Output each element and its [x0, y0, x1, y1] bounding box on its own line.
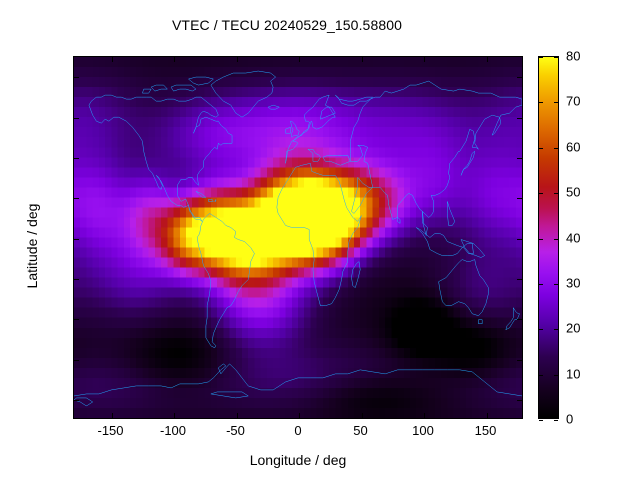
y-tick-right — [517, 319, 522, 321]
y-tick-right — [517, 399, 522, 401]
y-tick — [74, 157, 79, 159]
x-tick-top — [174, 57, 175, 62]
plot-title: VTEC / TECU 20240529_150.58800 — [171, 17, 402, 33]
x-tick-top — [361, 57, 363, 62]
y-tick — [74, 198, 79, 200]
colorbar-tick-label: 60 — [566, 139, 581, 155]
y-tick — [74, 77, 79, 79]
colorbar-tick-right — [554, 420, 558, 421]
x-tick — [424, 413, 425, 418]
colorbar-tick-right — [554, 57, 558, 58]
colorbar-gradient — [539, 57, 558, 418]
y-tick — [74, 278, 79, 280]
y-tick — [74, 319, 79, 321]
colorbar-tick — [539, 147, 543, 149]
x-tick — [174, 413, 175, 418]
colorbar-tick-label: 80 — [566, 48, 581, 64]
colorbar-tick-label: 40 — [566, 230, 581, 245]
y-tick — [74, 359, 79, 361]
y-tick-right — [517, 278, 522, 280]
colorbar-tick — [539, 420, 543, 421]
colorbar-tick — [539, 283, 543, 285]
y-tick-right — [517, 117, 522, 119]
colorbar-tick-label: 10 — [566, 366, 581, 382]
y-tick-right — [517, 359, 522, 361]
colorbar-tick-right — [554, 193, 558, 195]
x-tick-label: 0 — [294, 423, 302, 438]
coastline-overlay — [74, 57, 522, 418]
colorbar-tick — [539, 238, 543, 240]
colorbar-tick-right — [554, 102, 558, 104]
colorbar-tick-label: 70 — [566, 93, 581, 109]
y-tick-right — [517, 198, 522, 200]
colorbar-tick-label: 20 — [566, 320, 581, 336]
colorbar-tick-right — [554, 147, 558, 149]
y-tick — [74, 117, 79, 119]
colorbar-tick — [539, 57, 543, 58]
x-tick — [486, 413, 488, 418]
x-tick-label: 50 — [353, 423, 368, 438]
y-tick-right — [517, 157, 522, 159]
x-tick-label: -50 — [226, 423, 245, 438]
x-tick — [236, 413, 238, 418]
colorbar-tick-right — [554, 374, 558, 376]
vtec-heatmap — [74, 57, 522, 418]
x-tick-label: -100 — [159, 423, 187, 438]
colorbar[interactable] — [538, 56, 559, 421]
y-axis-title: Latitude / deg — [24, 203, 40, 289]
colorbar-tick — [539, 102, 543, 104]
x-tick-top — [236, 57, 238, 62]
colorbar-tick-label: 30 — [566, 275, 581, 291]
y-tick-right — [517, 238, 522, 240]
x-tick — [299, 413, 300, 418]
colorbar-tick-label: 0 — [566, 411, 574, 427]
x-tick — [111, 413, 113, 418]
x-tick-label: -150 — [97, 423, 124, 438]
colorbar-tick-right — [554, 238, 558, 240]
colorbar-tick-right — [554, 283, 558, 285]
y-tick-right — [517, 77, 522, 79]
x-tick-top — [111, 57, 113, 62]
colorbar-tick-label: 50 — [566, 184, 581, 200]
x-tick — [361, 413, 363, 418]
map-axes[interactable] — [73, 56, 523, 419]
colorbar-tick — [539, 329, 543, 331]
y-tick — [74, 399, 79, 401]
x-tick-top — [299, 57, 300, 62]
x-axis-title: Longitude / deg — [249, 452, 347, 468]
colorbar-tick-right — [554, 329, 558, 331]
x-tick-top — [424, 57, 425, 62]
x-tick-top — [486, 57, 488, 62]
colorbar-tick — [539, 193, 543, 195]
y-tick — [74, 238, 79, 240]
x-tick-label: 100 — [412, 423, 434, 438]
x-tick-label: 150 — [474, 423, 497, 438]
colorbar-tick — [539, 374, 543, 376]
